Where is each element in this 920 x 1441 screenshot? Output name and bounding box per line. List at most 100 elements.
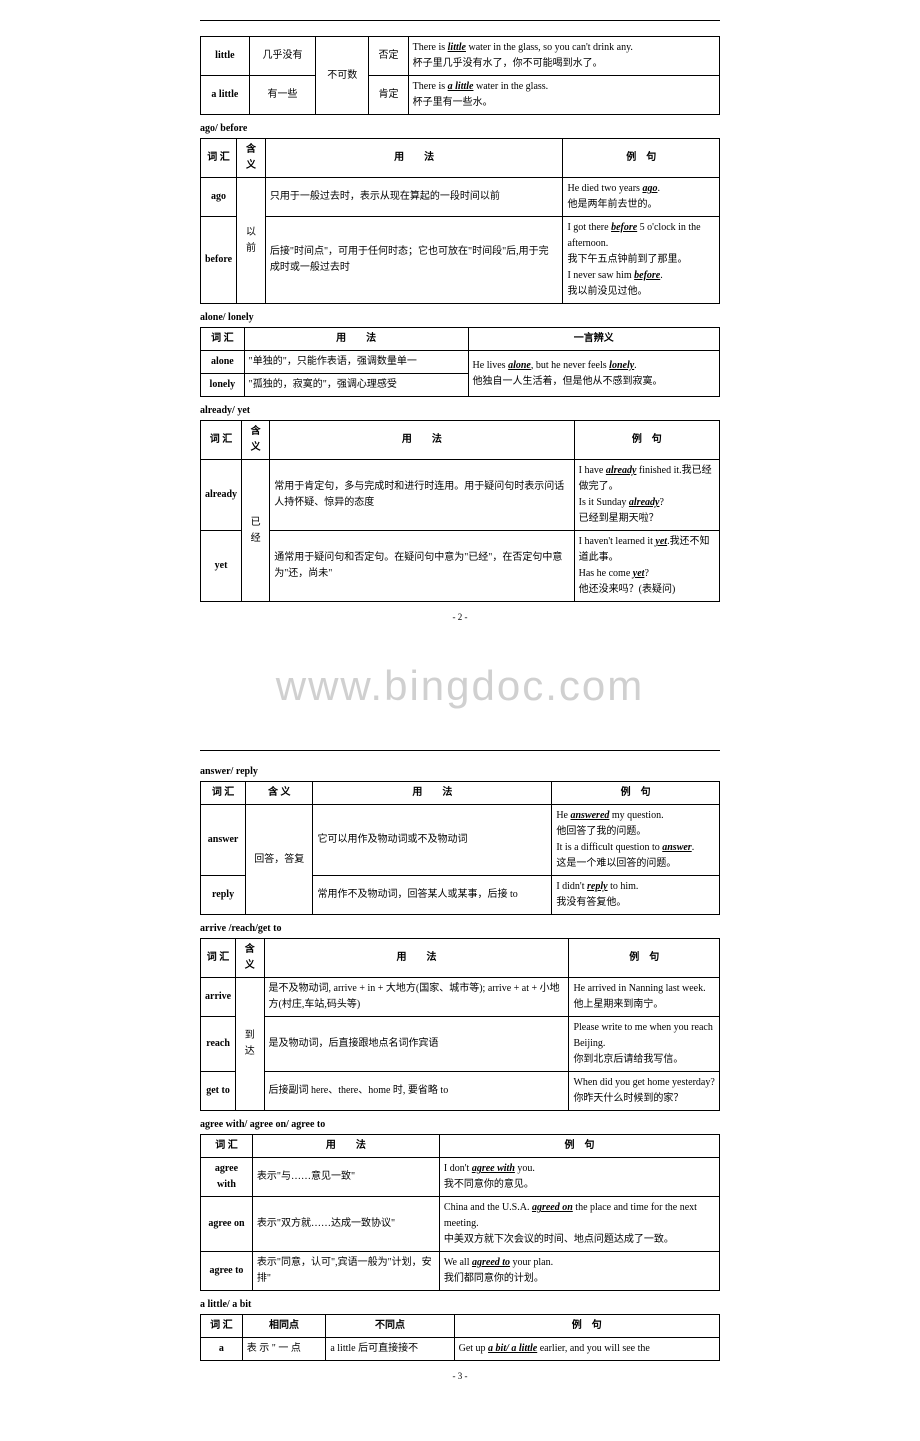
cell: I got there before 5 o'clock in the afte…	[563, 217, 720, 304]
cell: "单独的"，只能作表语，强调数量单一	[244, 351, 468, 374]
th: 用 法	[252, 1135, 439, 1158]
cell: 后接副词 here、there、home 时, 要省略 to	[264, 1072, 569, 1111]
page-2: little 几乎没有 不可数 否定 There is little water…	[200, 20, 720, 622]
cell: 已经	[242, 460, 270, 602]
cell: already	[201, 460, 242, 531]
cell: Please write to me when you reach Beijin…	[569, 1017, 720, 1072]
cell: lonely	[201, 374, 245, 397]
section-agree: agree with/ agree on/ agree to	[200, 1119, 720, 1130]
cell: agree to	[201, 1252, 253, 1291]
cell: 表 示 " 一 点	[242, 1338, 326, 1361]
table-alone-lonely: 词 汇 用 法 一言辨义 alone "单独的"，只能作表语，强调数量单一 He…	[200, 327, 720, 397]
th: 不同点	[326, 1315, 454, 1338]
cell: 常用作不及物动词，回答某人或某事，后接 to	[313, 876, 552, 915]
table-a-little-bit: 词 汇 相同点 不同点 例 句 a 表 示 " 一 点 a little 后可直…	[200, 1314, 720, 1361]
page-3: answer/ reply 词 汇 含 义 用 法 例 句 answer 回答，…	[200, 750, 720, 1381]
cell: I haven't learned it yet.我还不知道此事。 Has he…	[574, 531, 719, 602]
th: 词 汇	[201, 782, 246, 805]
cell: 表示"同意，认可",宾语一般为"计划，安排"	[252, 1252, 439, 1291]
cell: 不可数	[316, 37, 369, 115]
th: 词 汇	[201, 328, 245, 351]
table-arrive: 词 汇 含 义 用 法 例 句 arrive 到达 是不及物动词, arrive…	[200, 938, 720, 1111]
th: 含 义	[246, 782, 313, 805]
cell: He answered my question. 他回答了我的问题。 It is…	[552, 805, 720, 876]
th: 含 义	[242, 421, 270, 460]
cell: 到达	[236, 978, 264, 1111]
cell: 表示"与……意见一致"	[252, 1158, 439, 1197]
cell: I didn't reply to him. 我没有答复他。	[552, 876, 720, 915]
table-little: little 几乎没有 不可数 否定 There is little water…	[200, 36, 720, 115]
table-answer-reply: 词 汇 含 义 用 法 例 句 answer 回答，答复 它可以用作及物动词或不…	[200, 781, 720, 915]
th: 用 法	[313, 782, 552, 805]
th: 词 汇	[201, 1315, 243, 1338]
cell: reply	[201, 876, 246, 915]
cell: I have already finished it.我已经做完了。 Is it…	[574, 460, 719, 531]
cell: Get up a bit/ a little earlier, and you …	[454, 1338, 719, 1361]
cell: "孤独的，寂寞的"，强调心理感受	[244, 374, 468, 397]
cell: a little 后可直接接不	[326, 1338, 454, 1361]
cell: 几乎没有	[249, 37, 316, 76]
table-agree: 词 汇 用 法 例 句 agree with 表示"与……意见一致" I don…	[200, 1134, 720, 1291]
th: 含 义	[236, 939, 264, 978]
th: 词 汇	[201, 139, 237, 178]
cell: There is a little water in the glass. 杯子…	[408, 76, 719, 115]
cell: When did you get home yesterday?你昨天什么时候到…	[569, 1072, 720, 1111]
th: 例 句	[439, 1135, 719, 1158]
cell: answer	[201, 805, 246, 876]
cell: 后接"时间点"，可用于任何时态；它也可放在"时间段"后,用于完成时或一般过去时	[265, 217, 563, 304]
section-already-yet: already/ yet	[200, 405, 720, 416]
cell: reach	[201, 1017, 236, 1072]
cell: I don't agree with you. 我不同意你的意见。	[439, 1158, 719, 1197]
th: 例 句	[569, 939, 720, 978]
watermark: www.bingdoc.com	[20, 662, 900, 710]
cell: 它可以用作及物动词或不及物动词	[313, 805, 552, 876]
th: 词 汇	[201, 1135, 253, 1158]
th: 用 法	[244, 328, 468, 351]
cell: He arrived in Nanning last week.他上星期来到南宁…	[569, 978, 720, 1017]
cell: arrive	[201, 978, 236, 1017]
cell: China and the U.S.A. agreed on the place…	[439, 1197, 719, 1252]
cell: a little	[201, 76, 250, 115]
cell: agree with	[201, 1158, 253, 1197]
cell: 否定	[369, 37, 408, 76]
section-arrive: arrive /reach/get to	[200, 923, 720, 934]
cell: alone	[201, 351, 245, 374]
cell: get to	[201, 1072, 236, 1111]
cell: 表示"双方就……达成一致协议"	[252, 1197, 439, 1252]
th: 例 句	[552, 782, 720, 805]
section-a-little-bit: a little/ a bit	[200, 1299, 720, 1310]
cell: 只用于一般过去时，表示从现在算起的一段时间以前	[265, 178, 563, 217]
cell: a	[201, 1338, 243, 1361]
th: 含 义	[237, 139, 266, 178]
cell: 常用于肯定句，多与完成时和进行时连用。用于疑问句时表示问话人持怀疑、惊异的态度	[270, 460, 574, 531]
th: 用 法	[270, 421, 574, 460]
th: 用 法	[264, 939, 569, 978]
th: 例 句	[563, 139, 720, 178]
cell: He died two years ago. 他是两年前去世的。	[563, 178, 720, 217]
table-ago-before: 词 汇 含 义 用 法 例 句 ago 以前 只用于一般过去时，表示从现在算起的…	[200, 138, 720, 304]
section-answer-reply: answer/ reply	[200, 766, 720, 777]
th: 相同点	[242, 1315, 326, 1338]
cell: 通常用于疑问句和否定句。在疑问句中意为"已经"，在否定句中意为"还，尚未"	[270, 531, 574, 602]
th: 一言辨义	[468, 328, 719, 351]
th: 用 法	[265, 139, 563, 178]
th: 例 句	[574, 421, 719, 460]
cell: 以前	[237, 178, 266, 304]
cell: There is little water in the glass, so y…	[408, 37, 719, 76]
cell: 有一些	[249, 76, 316, 115]
cell: 是及物动词，后直接跟地点名词作宾语	[264, 1017, 569, 1072]
section-ago-before: ago/ before	[200, 123, 720, 134]
cell: agree on	[201, 1197, 253, 1252]
cell: yet	[201, 531, 242, 602]
cell: before	[201, 217, 237, 304]
page-number: - 2 -	[200, 612, 720, 622]
page-divider	[200, 750, 720, 751]
cell: He lives alone, but he never feels lonel…	[468, 351, 719, 397]
th: 词 汇	[201, 939, 236, 978]
cell: We all agreed to your plan. 我们都同意你的计划。	[439, 1252, 719, 1291]
section-alone-lonely: alone/ lonely	[200, 312, 720, 323]
cell: 肯定	[369, 76, 408, 115]
th: 词 汇	[201, 421, 242, 460]
cell: little	[201, 37, 250, 76]
table-already-yet: 词 汇 含 义 用 法 例 句 already 已经 常用于肯定句，多与完成时和…	[200, 420, 720, 602]
